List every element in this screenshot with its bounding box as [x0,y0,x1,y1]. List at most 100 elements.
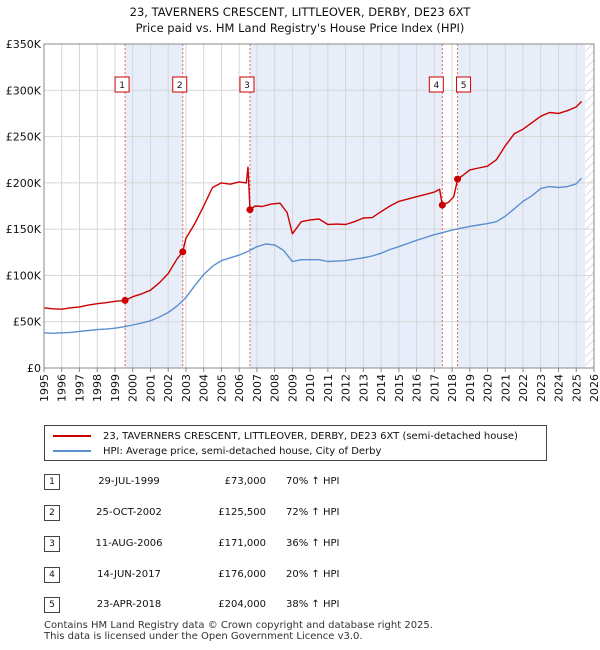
x-tick-label: 2014 [375,374,388,402]
y-tick-label: £50K [13,316,42,329]
x-tick-label: 1996 [56,374,69,402]
x-tick-label: 2019 [464,374,477,402]
series-group [44,100,583,334]
legend-item-property: 23, TAVERNERS CRESCENT, LITTLEOVER, DERB… [53,430,518,444]
sale-label-text: 1 [119,81,125,91]
footer-attribution: Contains HM Land Registry data © Crown c… [44,620,433,642]
footer-license: This data is licensed under the Open Gov… [44,631,363,642]
y-tick-label: £200K [6,177,42,190]
sale-label-box [456,76,472,93]
y-tick-label: £300K [6,84,42,97]
x-tick-label: 1997 [73,374,86,402]
sale-hpi-change: 72% ↑ HPI [286,507,340,518]
sale-date: 14-JUN-2017 [97,569,161,580]
x-tick-label: 1998 [91,374,104,402]
x-tick-label: 2016 [411,374,424,402]
ownership-shade [125,44,183,368]
x-tick-label: 2009 [286,374,299,402]
x-tick-label: 2008 [269,374,282,402]
sale-date: 11-AUG-2006 [95,538,163,549]
legend-label-hpi: HPI: Average price, semi-detached house,… [103,446,382,457]
sale-date: 29-JUL-1999 [98,476,160,487]
x-tick-label: 2003 [180,374,193,402]
sale-point [246,206,254,214]
sale-hpi-change: 38% ↑ HPI [286,599,340,610]
sale-label-text: 4 [433,81,439,91]
x-tick-label: 2020 [482,374,495,402]
sale-label-text: 3 [244,81,250,91]
sale-hpi-change: 20% ↑ HPI [286,569,340,580]
legend-swatch-property [53,435,91,437]
y-tick-label: £100K [6,269,42,282]
x-tick-label: 2023 [535,374,548,402]
sale-number-badge: 4 [44,567,60,583]
sale-number-badge: 5 [44,597,60,613]
future-hatch-area [585,44,594,368]
chart-subtitle: Price paid vs. HM Land Registry's House … [135,21,465,35]
legend-swatch-hpi [53,450,91,452]
x-tick-label: 2013 [357,374,370,402]
table-row: 3 11-AUG-2006 £171,000 36% ↑ HPI [44,536,384,552]
x-tick-label: 2006 [233,374,246,402]
sale-price: £125,500 [218,507,266,518]
x-tick-label: 2012 [340,374,353,402]
x-tick-label: 2025 [570,374,583,402]
plot-frame [43,43,595,369]
chart-legend: 23, TAVERNERS CRESCENT, LITTLEOVER, DERB… [44,425,547,461]
y-tick-label: £350K [6,38,42,51]
sale-label-text: 5 [461,81,467,91]
footer-copyright: Contains HM Land Registry data © Crown c… [44,620,433,631]
x-tick-label: 1995 [38,374,51,402]
sale-date: 23-APR-2018 [96,599,162,610]
sale-price: £73,000 [224,476,266,487]
sale-label-box [172,76,188,93]
x-tick-label: 2010 [304,374,317,402]
x-tick-label: 2000 [127,374,140,402]
x-tick-label: 2011 [322,374,335,402]
table-row: 2 25-OCT-2002 £125,500 72% ↑ HPI [44,505,384,521]
x-tick-label: 2024 [553,374,566,402]
x-tick-label: 2005 [215,374,228,402]
x-tick-label: 2015 [393,374,406,402]
table-row: 5 23-APR-2018 £204,000 38% ↑ HPI [44,597,384,613]
y-tick-label: £150K [6,223,42,236]
sale-point [454,175,462,183]
sale-point [179,248,187,256]
ownership-shade [457,44,586,368]
sale-number-badge: 3 [44,536,60,552]
x-tick-label: 2001 [144,374,157,402]
sale-price: £171,000 [218,538,266,549]
x-tick-label: 2004 [198,374,211,402]
legend-label-property: 23, TAVERNERS CRESCENT, LITTLEOVER, DERB… [103,431,518,442]
price-chart: 1 2 3 4 5 £0 £50K £100K £150K £200K £250K £300K £350… [6,38,600,402]
legend-item-hpi: HPI: Average price, semi-detached house,… [53,445,381,459]
sale-price: £176,000 [218,569,266,580]
ownership-shade [249,44,443,368]
hpi-series-line [44,177,583,334]
chart-title: 23, TAVERNERS CRESCENT, LITTLEOVER, DERB… [0,4,600,36]
sale-label-text: 2 [177,81,183,91]
sale-label-box [428,76,444,93]
table-row: 1 29-JUL-1999 £73,000 70% ↑ HPI [44,474,384,490]
sale-point [438,201,446,209]
sale-label-box [114,76,130,93]
y-tick-label: £250K [6,131,42,144]
x-tick-label: 2022 [517,374,530,402]
sale-price: £204,000 [218,599,266,610]
x-tick-label: 2021 [499,374,512,402]
sale-point [121,296,129,304]
x-tick-label: 1999 [109,374,122,402]
sale-hpi-change: 70% ↑ HPI [286,476,340,487]
sale-number-badge: 1 [44,474,60,490]
y-tick-label: £0 [27,362,41,375]
x-tick-label: 2018 [446,374,459,402]
x-tick-label: 2017 [428,374,441,402]
x-tick-label: 2026 [588,374,600,402]
chart-title-line1: 23, TAVERNERS CRESCENT, LITTLEOVER, DERB… [129,5,471,19]
x-tick-label: 2002 [162,374,175,402]
table-row: 4 14-JUN-2017 £176,000 20% ↑ HPI [44,567,384,583]
property-series-line [44,100,583,310]
x-tick-label: 2007 [251,374,264,402]
sale-label-box [239,76,255,93]
sale-date: 25-OCT-2002 [96,507,162,518]
